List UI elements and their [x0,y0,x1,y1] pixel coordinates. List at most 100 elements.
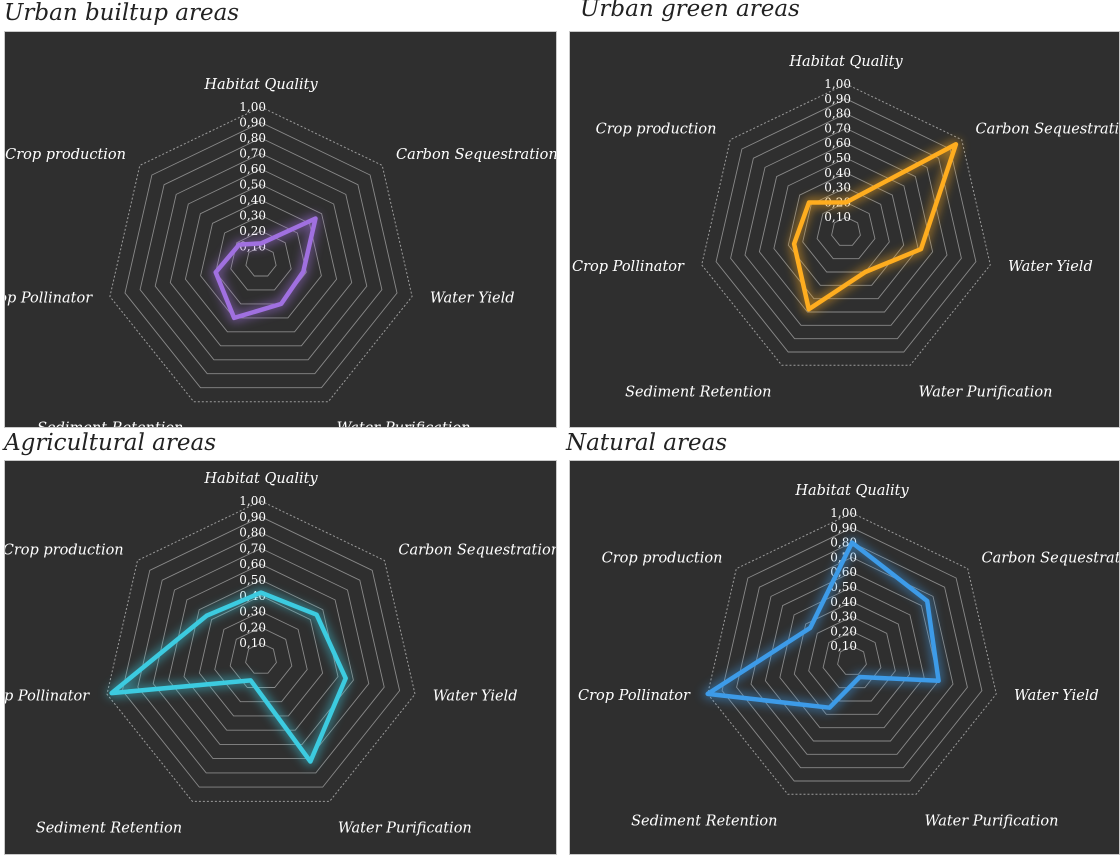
title-urban-builtup: Urban builtup areas [4,0,240,26]
grid-ring-1 [245,246,277,277]
tick-label: 0,60 [239,557,266,571]
radar-chart-natural: 0,100,200,300,400,500,600,700,800,901,00… [578,483,1119,829]
grid-ring-9 [124,122,398,389]
tick-label: 0,70 [239,541,266,555]
tick-label: 0,20 [239,224,266,238]
tick-label: 0,30 [239,605,266,619]
axis-label-sediment-retention: Sediment Retention [625,384,771,400]
grid-ring-7 [154,153,368,361]
tick-label: 0,90 [824,92,851,106]
tick-label: 0,10 [239,636,266,650]
axis-label-crop-pollinator: Crop Pollinator [572,259,685,275]
axis-label-water-yield: Water Yield [1008,259,1093,275]
axis-label-water-purification: Water Purification [338,820,472,836]
grid-ring-6 [168,563,354,745]
grid-ring-4 [198,595,324,717]
axis-label-carbon-sequestration: Carbon Sequestration [396,147,556,163]
panel-urban-green: 0,10 0,20 0,30 0,40 0,50 0,60 0,70 0,80 0,90 1,00… [569,31,1120,428]
panel-natural: 0,10 0,20 0,30 0,40 0,50 0,60 0,70 0,80 0,90 1,00… [569,460,1120,855]
axis-label-habitat-quality: Habitat Quality [788,54,903,70]
tick-label: 0,40 [830,595,857,609]
grid-ring-9 [721,527,983,782]
tick-label: 0,70 [824,121,851,135]
series-line [213,216,318,321]
radar-chart-agricultural: 0,100,200,300,400,500,600,700,800,901,00… [5,471,556,836]
axis-label-sediment-retention: Sediment Retention [36,820,182,836]
grid-ring-2 [816,201,876,260]
grid-ring-8 [736,542,968,769]
grid-ring-5 [773,157,919,300]
axis-label-water-purification: Water Purification [919,384,1053,400]
grid-ring-7 [152,547,370,760]
series-line [705,540,941,710]
series-line [109,590,348,764]
axis-label-habitat-quality: Habitat Quality [794,483,909,499]
tick-label: 1,00 [830,506,857,520]
tick-label: 0,60 [824,136,851,150]
tick-label: 0,80 [824,107,851,121]
tick-label: 0,90 [830,521,857,535]
grid-ring-5 [779,586,925,729]
tick-label: 0,50 [824,151,851,165]
tick-label: 0,30 [239,209,266,223]
axis-label-sediment-retention: Sediment Retention [37,421,183,427]
tick-label: 0,50 [239,573,266,587]
grid-ring-9 [121,516,401,788]
radar-chart-urban-green: 0,100,200,300,400,500,600,700,800,901,00… [572,54,1119,400]
axis-label-carbon-sequestration: Carbon Sequestration [982,550,1119,566]
axis-label-water-yield: Water Yield [1014,688,1099,704]
tick-label: 0,90 [239,510,266,524]
tick-label: 0,10 [824,210,851,224]
title-agricultural: Agricultural areas [4,430,216,456]
tick-label: 0,50 [239,178,266,192]
grid-ring-10 [109,106,413,403]
grid-ring-8 [139,137,383,375]
grid-ring-6 [758,142,934,313]
axis-label-water-yield: Water Yield [433,688,518,704]
axis-label-sediment-retention: Sediment Retention [631,813,777,829]
radar-chart-urban-builtup: 0,100,200,300,400,500,600,700,800,901,00… [5,77,556,427]
tick-label: 0,10 [830,639,857,653]
axis-label-crop-pollinator: Crop Pollinator [5,291,93,307]
axis-label-crop-pollinator: Crop Pollinator [5,688,90,704]
tick-label: 0,30 [830,610,857,624]
tick-label: 0,20 [830,624,857,638]
tick-label: 0,40 [824,166,851,180]
axis-label-habitat-quality: Habitat Quality [203,77,318,93]
grid-ring-10 [707,512,997,795]
panel-agricultural: 0,10 0,20 0,30 0,40 0,50 0,60 0,70 0,80 0,90 1,00… [4,460,557,855]
tick-label: 0,30 [824,181,851,195]
grid-ring-1 [837,645,867,675]
axis-label-water-purification: Water Purification [337,421,471,427]
grid-ring-1 [831,216,861,246]
axis-label-crop-production: Crop production [5,147,126,163]
axis-label-crop-production: Crop production [5,542,124,558]
panel-urban-builtup: 0,10 0,20 0,30 0,40 0,50 0,60 0,70 0,80 0,90 1,00… [4,31,557,428]
grid-ring-8 [137,532,385,774]
grid-ring-7 [750,556,954,755]
title-natural: Natural areas [566,430,728,456]
tick-label: 0,90 [239,116,266,130]
axis-label-crop-production: Crop production [602,550,723,566]
title-urban-green: Urban green areas [580,0,800,22]
tick-label: 0,70 [239,147,266,161]
axis-label-carbon-sequestration: Carbon Sequestration [976,121,1119,137]
grid-ring-3 [808,616,896,702]
tick-label: 0,80 [239,526,266,540]
axis-label-habitat-quality: Habitat Quality [203,471,318,487]
tick-label: 0,40 [239,193,266,207]
grid-ring-7 [744,127,948,326]
tick-label: 0,80 [239,131,266,145]
grid-ring-6 [764,571,940,742]
tick-label: 0,20 [239,620,266,634]
tick-label: 1,00 [239,494,266,508]
series-glow [107,588,351,766]
grid-ring-9 [715,98,977,353]
grid-ring-5 [184,184,338,333]
grid-ring-1 [245,642,277,674]
series-glow [789,139,961,314]
series-line [791,142,959,312]
axis-label-water-yield: Water Yield [430,291,515,307]
tick-label: 0,60 [239,162,266,176]
tick-label: 1,00 [239,100,266,114]
